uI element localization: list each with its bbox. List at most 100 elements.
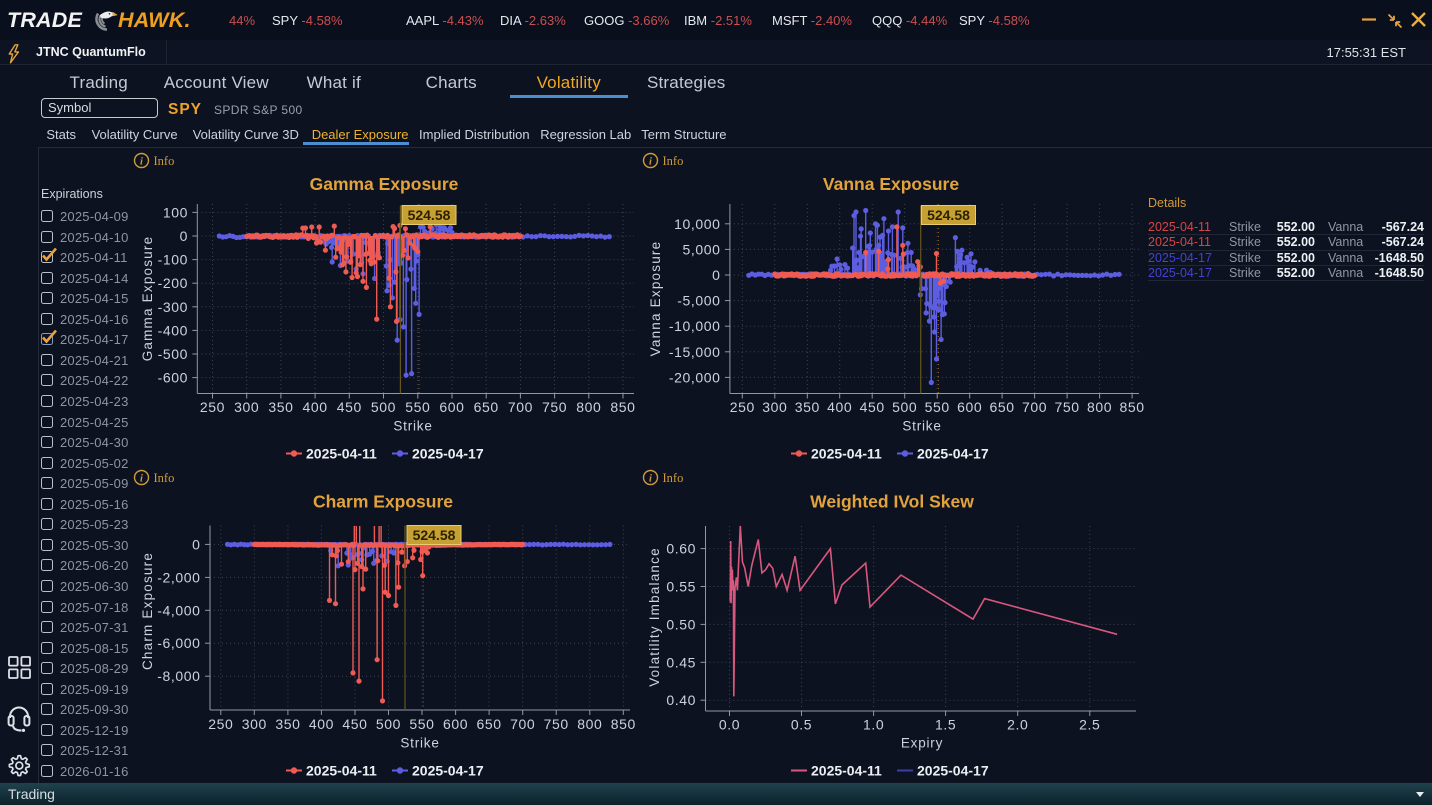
- svg-text:-15,000: -15,000: [669, 344, 721, 360]
- svg-text:850: 850: [1120, 399, 1145, 415]
- svg-text:Expiry: Expiry: [901, 736, 943, 751]
- svg-text:524.58: 524.58: [413, 527, 456, 543]
- svg-text:Vanna Exposure: Vanna Exposure: [648, 241, 663, 357]
- svg-text:Strike: Strike: [393, 419, 432, 434]
- svg-text:350: 350: [795, 399, 820, 415]
- svg-text:2025-04-11: 2025-04-11: [811, 446, 882, 462]
- svg-text:2.0: 2.0: [1007, 717, 1028, 733]
- svg-text:0.5: 0.5: [791, 717, 812, 733]
- svg-text:-20,000: -20,000: [669, 369, 721, 385]
- svg-text:600: 600: [443, 716, 468, 732]
- svg-text:-100: -100: [158, 252, 188, 268]
- svg-text:Gamma Exposure: Gamma Exposure: [140, 236, 155, 362]
- svg-text:650: 650: [990, 399, 1015, 415]
- svg-text:650: 650: [474, 399, 499, 415]
- svg-text:800: 800: [1087, 399, 1112, 415]
- svg-text:Info: Info: [154, 154, 175, 168]
- svg-text:-2,000: -2,000: [157, 569, 200, 585]
- svg-text:-8,000: -8,000: [157, 668, 200, 684]
- svg-text:2.5: 2.5: [1079, 717, 1100, 733]
- svg-text:2025-04-11: 2025-04-11: [306, 446, 377, 462]
- svg-text:400: 400: [303, 399, 328, 415]
- svg-text:524.58: 524.58: [408, 207, 451, 223]
- svg-text:-10,000: -10,000: [669, 318, 721, 334]
- svg-text:550: 550: [405, 399, 430, 415]
- svg-text:0.55: 0.55: [666, 579, 696, 595]
- svg-text:700: 700: [1022, 399, 1047, 415]
- svg-text:500: 500: [376, 716, 401, 732]
- svg-text:-4,000: -4,000: [157, 602, 200, 618]
- svg-text:2025-04-17: 2025-04-17: [412, 446, 484, 462]
- svg-text:HAWK.: HAWK.: [118, 8, 191, 32]
- svg-text:-6,000: -6,000: [157, 635, 200, 651]
- svg-text:i: i: [140, 473, 143, 484]
- svg-text:350: 350: [268, 399, 293, 415]
- svg-text:500: 500: [892, 399, 917, 415]
- svg-text:Info: Info: [663, 471, 684, 485]
- svg-text:Strike: Strike: [902, 419, 941, 434]
- svg-text:600: 600: [439, 399, 464, 415]
- svg-text:800: 800: [577, 716, 602, 732]
- svg-text:Volatility Imbalance: Volatility Imbalance: [647, 547, 662, 687]
- svg-text:-600: -600: [158, 370, 188, 386]
- svg-text:750: 750: [542, 399, 567, 415]
- svg-text:850: 850: [611, 716, 636, 732]
- svg-text:Charm Exposure: Charm Exposure: [313, 492, 453, 512]
- svg-text:300: 300: [242, 716, 267, 732]
- svg-text:250: 250: [208, 716, 233, 732]
- svg-text:750: 750: [544, 716, 569, 732]
- svg-text:524.58: 524.58: [927, 207, 970, 223]
- svg-text:350: 350: [275, 716, 300, 732]
- svg-text:250: 250: [730, 399, 755, 415]
- svg-text:2025-04-17: 2025-04-17: [917, 446, 989, 462]
- svg-text:300: 300: [234, 399, 259, 415]
- svg-text:800: 800: [576, 399, 601, 415]
- svg-text:i: i: [649, 156, 652, 167]
- svg-text:700: 700: [508, 399, 533, 415]
- svg-text:Info: Info: [154, 471, 175, 485]
- svg-text:400: 400: [309, 716, 334, 732]
- svg-text:0: 0: [712, 267, 720, 283]
- svg-text:0: 0: [192, 536, 200, 552]
- svg-text:750: 750: [1055, 399, 1080, 415]
- svg-text:2025-04-11: 2025-04-11: [306, 763, 377, 779]
- svg-text:450: 450: [342, 716, 367, 732]
- svg-text:TRADE: TRADE: [7, 8, 83, 32]
- svg-text:700: 700: [510, 716, 535, 732]
- svg-text:100: 100: [163, 204, 188, 220]
- svg-text:-5,000: -5,000: [677, 293, 720, 309]
- svg-text:550: 550: [925, 399, 950, 415]
- svg-text:450: 450: [860, 399, 885, 415]
- svg-text:-200: -200: [158, 275, 188, 291]
- svg-text:-400: -400: [158, 322, 188, 338]
- svg-text:0.60: 0.60: [666, 541, 696, 557]
- svg-text:Weighted IVol Skew: Weighted IVol Skew: [810, 492, 974, 512]
- svg-text:850: 850: [610, 399, 635, 415]
- svg-text:i: i: [140, 156, 143, 167]
- svg-text:400: 400: [827, 399, 852, 415]
- svg-text:2025-04-11: 2025-04-11: [811, 763, 882, 779]
- svg-text:Vanna Exposure: Vanna Exposure: [823, 174, 959, 194]
- svg-text:300: 300: [762, 399, 787, 415]
- svg-text:Strike: Strike: [400, 736, 439, 751]
- svg-text:1.5: 1.5: [935, 717, 956, 733]
- svg-text:0.40: 0.40: [666, 692, 696, 708]
- svg-text:0.0: 0.0: [719, 717, 740, 733]
- svg-text:650: 650: [477, 716, 502, 732]
- svg-text:0.50: 0.50: [666, 616, 696, 632]
- svg-text:5,000: 5,000: [682, 241, 720, 257]
- svg-text:10,000: 10,000: [674, 216, 720, 232]
- svg-text:550: 550: [409, 716, 434, 732]
- svg-text:-500: -500: [158, 346, 188, 362]
- svg-text:0.45: 0.45: [666, 654, 696, 670]
- svg-text:0: 0: [180, 228, 188, 244]
- svg-text:2025-04-17: 2025-04-17: [917, 763, 989, 779]
- svg-text:1.0: 1.0: [863, 717, 884, 733]
- svg-text:i: i: [649, 473, 652, 484]
- svg-text:2025-04-17: 2025-04-17: [412, 763, 484, 779]
- svg-text:Info: Info: [663, 154, 684, 168]
- svg-text:500: 500: [371, 399, 396, 415]
- svg-text:Gamma Exposure: Gamma Exposure: [310, 174, 459, 194]
- svg-text:-300: -300: [158, 299, 188, 315]
- svg-text:250: 250: [200, 399, 225, 415]
